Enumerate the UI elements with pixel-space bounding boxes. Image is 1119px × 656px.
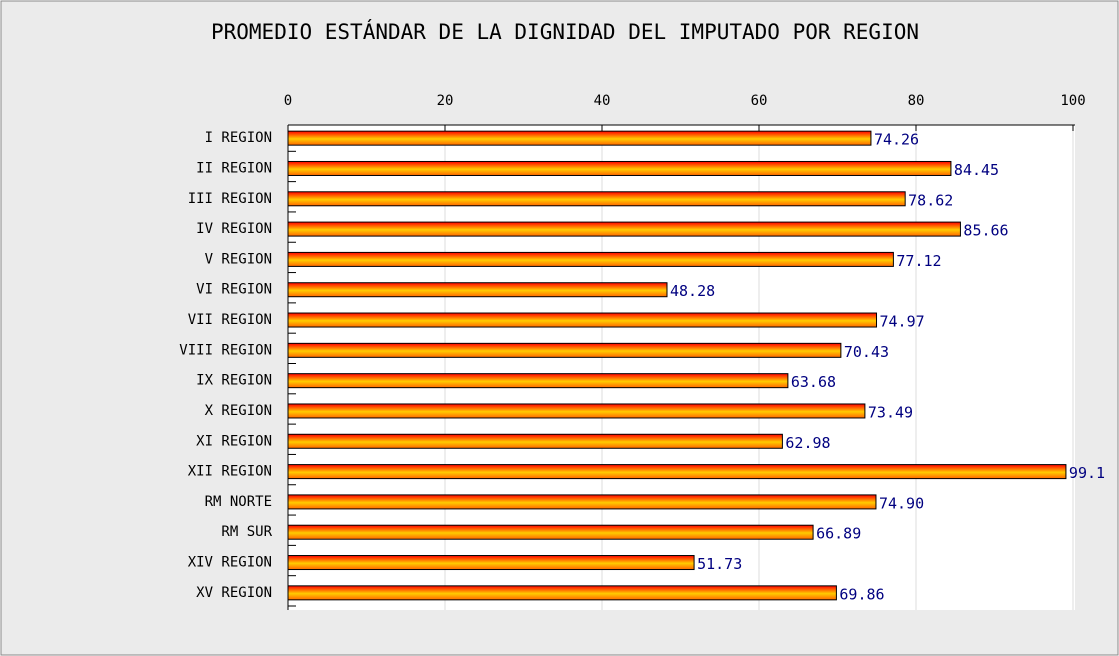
y-tick-label: RM NORTE bbox=[205, 494, 272, 510]
value-label: 78.62 bbox=[908, 191, 953, 209]
y-tick-label: IV REGION bbox=[196, 221, 272, 237]
value-label: 74.26 bbox=[874, 131, 919, 149]
y-tick-label: XII REGION bbox=[188, 464, 272, 480]
bar bbox=[287, 251, 894, 267]
y-tick-label: V REGION bbox=[205, 251, 272, 267]
x-tick-label: 20 bbox=[437, 93, 454, 109]
x-tick-label: 0 bbox=[284, 93, 292, 109]
bar bbox=[287, 464, 1067, 480]
value-label: 66.89 bbox=[816, 525, 861, 543]
value-label: 99.1 bbox=[1069, 464, 1105, 482]
value-label: 84.45 bbox=[954, 161, 999, 179]
y-tick-label: VII REGION bbox=[188, 312, 272, 328]
y-tick-label: XIV REGION bbox=[188, 555, 272, 571]
chart-title: PROMEDIO ESTÁNDAR DE LA DIGNIDAD DEL IMP… bbox=[211, 19, 919, 44]
y-tick-label: XI REGION bbox=[196, 433, 272, 449]
bar bbox=[287, 160, 952, 176]
value-label: 62.98 bbox=[785, 434, 830, 452]
value-label: 63.68 bbox=[791, 373, 836, 391]
x-tick-label: 100 bbox=[1060, 93, 1085, 109]
value-label: 48.28 bbox=[670, 282, 715, 300]
value-label: 69.86 bbox=[839, 585, 884, 603]
bar bbox=[287, 555, 695, 571]
y-tick-label: III REGION bbox=[188, 191, 272, 207]
value-label: 70.43 bbox=[844, 343, 889, 361]
bar bbox=[287, 494, 877, 510]
value-label: 51.73 bbox=[697, 555, 742, 573]
x-tick-label: 80 bbox=[908, 93, 925, 109]
bar bbox=[287, 433, 783, 449]
y-tick-label: RM SUR bbox=[221, 524, 272, 540]
bar bbox=[287, 191, 906, 207]
value-label: 77.12 bbox=[896, 252, 941, 270]
y-tick-label: X REGION bbox=[205, 403, 272, 419]
bar bbox=[287, 130, 872, 146]
bar bbox=[287, 403, 866, 419]
bar bbox=[287, 342, 842, 358]
value-label: 74.90 bbox=[879, 494, 924, 512]
value-label: 73.49 bbox=[868, 403, 913, 421]
bar bbox=[287, 373, 789, 389]
bar bbox=[287, 524, 814, 540]
bar bbox=[287, 585, 837, 601]
value-label: 74.97 bbox=[880, 313, 925, 331]
y-tick-label: VIII REGION bbox=[179, 342, 272, 358]
x-tick-label: 60 bbox=[751, 93, 768, 109]
y-tick-label: VI REGION bbox=[196, 282, 272, 298]
bar bbox=[287, 221, 961, 237]
bar bbox=[287, 282, 668, 298]
value-label: 85.66 bbox=[963, 222, 1008, 240]
y-tick-label: IX REGION bbox=[196, 373, 272, 389]
y-tick-label: XV REGION bbox=[196, 585, 272, 601]
y-tick-label: II REGION bbox=[196, 160, 272, 176]
y-tick-label: I REGION bbox=[205, 130, 272, 146]
bar bbox=[287, 312, 878, 328]
x-tick-label: 40 bbox=[594, 93, 611, 109]
